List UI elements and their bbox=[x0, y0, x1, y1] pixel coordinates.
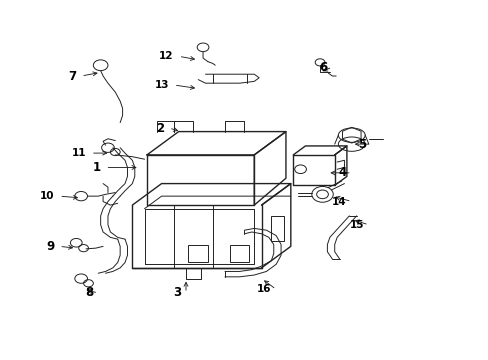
Text: 16: 16 bbox=[256, 284, 271, 294]
Text: 12: 12 bbox=[159, 51, 173, 61]
Text: 9: 9 bbox=[46, 240, 54, 253]
Text: 8: 8 bbox=[85, 287, 93, 300]
Bar bbox=[229, 244, 249, 262]
Bar bbox=[271, 216, 283, 241]
Text: 5: 5 bbox=[357, 138, 366, 150]
Text: 3: 3 bbox=[173, 287, 181, 300]
Text: 7: 7 bbox=[68, 69, 76, 82]
Text: 2: 2 bbox=[156, 122, 163, 135]
Text: 11: 11 bbox=[71, 148, 86, 158]
Text: 1: 1 bbox=[92, 161, 101, 174]
Bar bbox=[188, 244, 207, 262]
Text: 6: 6 bbox=[319, 60, 327, 73]
Text: 14: 14 bbox=[331, 197, 346, 207]
Text: 15: 15 bbox=[349, 220, 363, 230]
Text: 4: 4 bbox=[338, 166, 346, 179]
Text: 10: 10 bbox=[40, 191, 54, 201]
Text: 13: 13 bbox=[154, 80, 168, 90]
